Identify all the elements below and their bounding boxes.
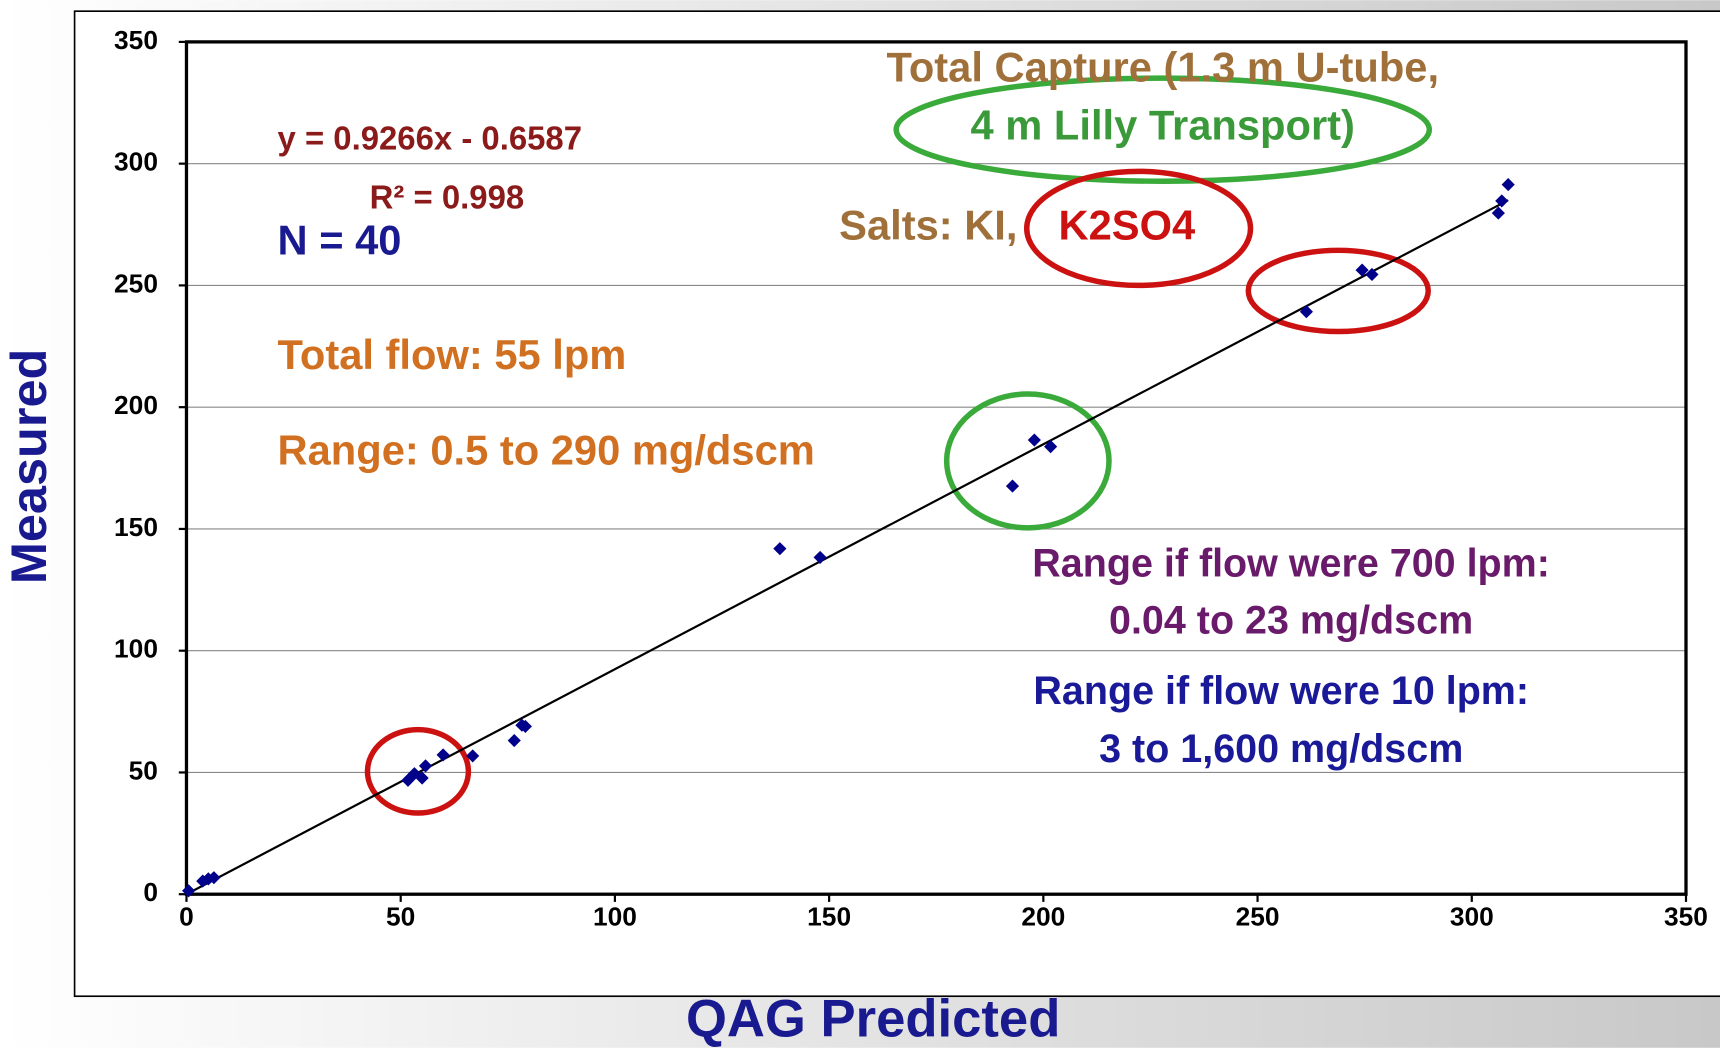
annotation: 4 m Lilly Transport) — [971, 102, 1355, 149]
highlight-ellipse — [1023, 168, 1254, 289]
x-tick-label: 150 — [807, 901, 851, 931]
annotation: 3 to 1,600 mg/dscm — [1099, 727, 1463, 771]
annotation: K2SO4 — [1059, 201, 1196, 248]
chart-frame — [73, 10, 1720, 998]
point — [1491, 206, 1505, 220]
point — [207, 871, 221, 885]
plot-area — [184, 40, 1688, 896]
annotation: N = 40 — [278, 217, 402, 264]
point — [1005, 479, 1020, 493]
y-tick-label: 300 — [114, 147, 158, 177]
point — [1299, 305, 1313, 319]
annotation: Total Capture (1.3 m U-tube, — [886, 43, 1439, 90]
x-tick-label: 50 — [386, 901, 415, 931]
point — [1495, 194, 1509, 208]
highlight-ellipse — [364, 726, 472, 816]
annotation: y = 0.9266x - 0.6587 — [278, 119, 583, 156]
x-tick-label: 300 — [1450, 901, 1494, 931]
annotation: Range if flow were 10 lpm: — [1033, 669, 1529, 713]
y-tick-label: 150 — [114, 512, 158, 542]
x-axis-label: QAG Predicted — [686, 989, 1060, 1048]
y-tick-label: 250 — [114, 268, 158, 298]
y-tick-label: 350 — [114, 25, 158, 55]
annotation: R² = 0.998 — [370, 179, 524, 216]
y-tick-label: 200 — [114, 390, 158, 420]
x-tick-label: 350 — [1664, 901, 1708, 931]
x-tick-label: 250 — [1236, 901, 1280, 931]
y-axis-label: Measured — [0, 349, 57, 584]
point — [507, 733, 521, 748]
highlight-ellipse — [893, 75, 1433, 184]
x-tick-label: 100 — [593, 901, 637, 931]
annotation: 0.04 to 23 mg/dscm — [1109, 599, 1473, 643]
highlight-ellipse — [1245, 247, 1431, 335]
point — [518, 719, 532, 734]
y-tick-label: 100 — [114, 634, 158, 664]
point — [1027, 433, 1041, 447]
annotation: Range if flow were 700 lpm: — [1032, 542, 1550, 586]
y-tick-label: 50 — [129, 755, 158, 785]
highlight-ellipse — [943, 391, 1112, 531]
y-tick-label: 0 — [143, 877, 158, 907]
point — [773, 542, 787, 556]
x-tick-label: 200 — [1021, 901, 1065, 931]
point — [182, 884, 196, 898]
point — [813, 550, 827, 565]
x-tick-label: 0 — [179, 901, 194, 931]
annotation: Salts: KI, — [839, 201, 1017, 248]
annotation: Range: 0.5 to 290 mg/dscm — [278, 426, 815, 473]
annotation: Total flow: 55 lpm — [278, 331, 627, 378]
